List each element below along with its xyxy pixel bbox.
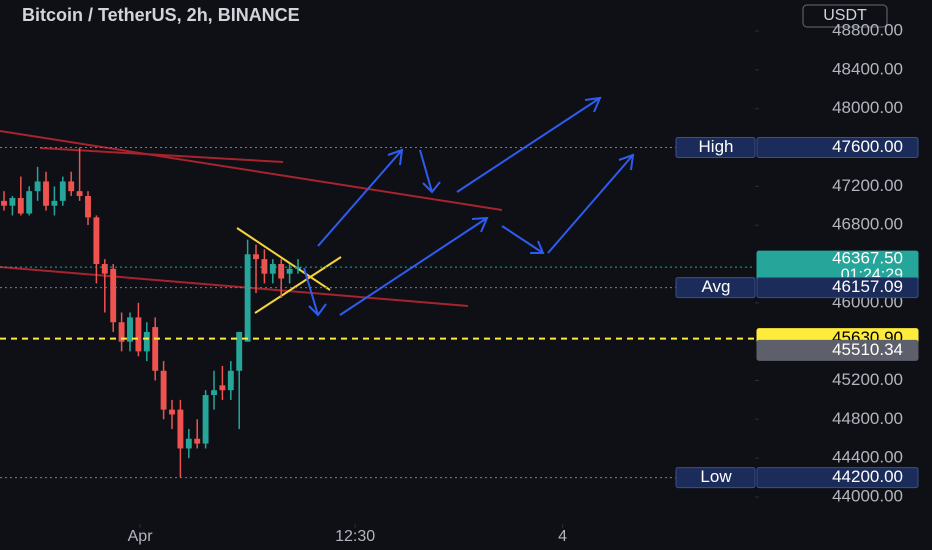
- currency-box[interactable]: [802, 4, 888, 28]
- candle-body: [9, 197, 16, 206]
- trend-line: [39, 147, 284, 163]
- price-label-box: [756, 467, 919, 489]
- candle-body: [26, 191, 33, 214]
- arrow-head: [308, 303, 327, 317]
- arrow: [303, 267, 319, 316]
- triangle-line: [254, 256, 342, 314]
- y-tick-label: 45200.00: [832, 370, 903, 389]
- arrow: [501, 225, 544, 254]
- price-label-box: [756, 277, 919, 299]
- trend-line: [0, 130, 503, 211]
- price-label: 46157.09: [832, 277, 903, 296]
- arrow-head: [584, 96, 602, 113]
- candle-body: [211, 390, 217, 396]
- candle-body: [278, 263, 285, 279]
- price-label-box: [756, 339, 919, 361]
- candle-body: [1, 200, 7, 206]
- candle-body: [185, 438, 192, 449]
- price-name-box: [675, 467, 756, 489]
- candle-body: [202, 395, 209, 444]
- candle-body: [244, 254, 251, 342]
- candle-body: [269, 263, 276, 274]
- price-name-box: [675, 136, 756, 158]
- candle-body: [85, 196, 91, 218]
- candle-body: [219, 385, 226, 391]
- y-tick-label: 44400.00: [832, 448, 903, 467]
- price-name: Avg: [702, 277, 731, 296]
- candle-body: [110, 268, 117, 323]
- triangle-line: [236, 227, 331, 291]
- candle-body: [127, 317, 133, 342]
- arrow-head: [471, 216, 489, 233]
- y-tick-label: 48800.00: [832, 20, 903, 39]
- candle-body: [68, 181, 75, 192]
- candle-body: [227, 370, 234, 391]
- price-label: 44200.00: [832, 467, 903, 486]
- drawings: [0, 96, 635, 317]
- arrows: [303, 96, 635, 317]
- x-tick-label: 12:30: [335, 528, 375, 545]
- price-name-box: [675, 277, 756, 299]
- candle-body: [261, 259, 268, 274]
- price-name: High: [699, 137, 734, 156]
- candle-body: [118, 322, 125, 342]
- chart-title: Bitcoin / TetherUS, 2h, BINANCE: [22, 5, 300, 25]
- y-tick-label: 47200.00: [832, 176, 903, 195]
- price-name: Low: [700, 467, 732, 486]
- arrow: [419, 149, 433, 193]
- arrow: [339, 217, 488, 316]
- price-label: 46367.50: [832, 249, 903, 268]
- candle-body: [169, 409, 175, 415]
- arrow: [456, 97, 601, 193]
- arrow: [317, 149, 403, 247]
- arrow-head: [387, 148, 404, 166]
- x-tick-label: Apr: [128, 528, 154, 545]
- y-tick-label: 44800.00: [832, 409, 903, 428]
- y-tick-label: 46800.00: [832, 215, 903, 234]
- candle-body: [236, 331, 243, 371]
- candle-body: [135, 317, 142, 352]
- y-tick-label: 48400.00: [832, 59, 903, 78]
- candle-body: [17, 197, 24, 214]
- arrow: [547, 154, 634, 254]
- y-tick-label: 44000.00: [832, 486, 903, 505]
- candle-body: [177, 409, 184, 449]
- currency[interactable]: USDT: [823, 7, 867, 24]
- candle-body: [160, 370, 167, 410]
- candle-body: [101, 263, 108, 274]
- candle-body: [194, 438, 201, 444]
- candle-body: [143, 331, 150, 352]
- candle-body: [295, 267, 301, 269]
- arrow-head: [422, 181, 441, 194]
- arrow-head: [530, 240, 545, 254]
- candle-body: [93, 217, 100, 264]
- price-label: 45510.34: [832, 340, 903, 359]
- candle-body: [76, 191, 83, 197]
- trend-line: [0, 266, 469, 307]
- candle-body: [34, 181, 41, 192]
- candle-body: [152, 327, 159, 371]
- y-tick-label: 48000.00: [832, 98, 903, 117]
- candle-body: [286, 268, 293, 274]
- x-tick-label: 4: [558, 528, 567, 545]
- price-label: 47600.00: [832, 137, 903, 156]
- candle-body: [43, 181, 49, 206]
- price-label-box: [756, 136, 919, 158]
- arrow-head: [618, 153, 635, 171]
- candle-body: [59, 181, 66, 201]
- candle-body: [51, 200, 58, 206]
- candle-body: [253, 254, 259, 260]
